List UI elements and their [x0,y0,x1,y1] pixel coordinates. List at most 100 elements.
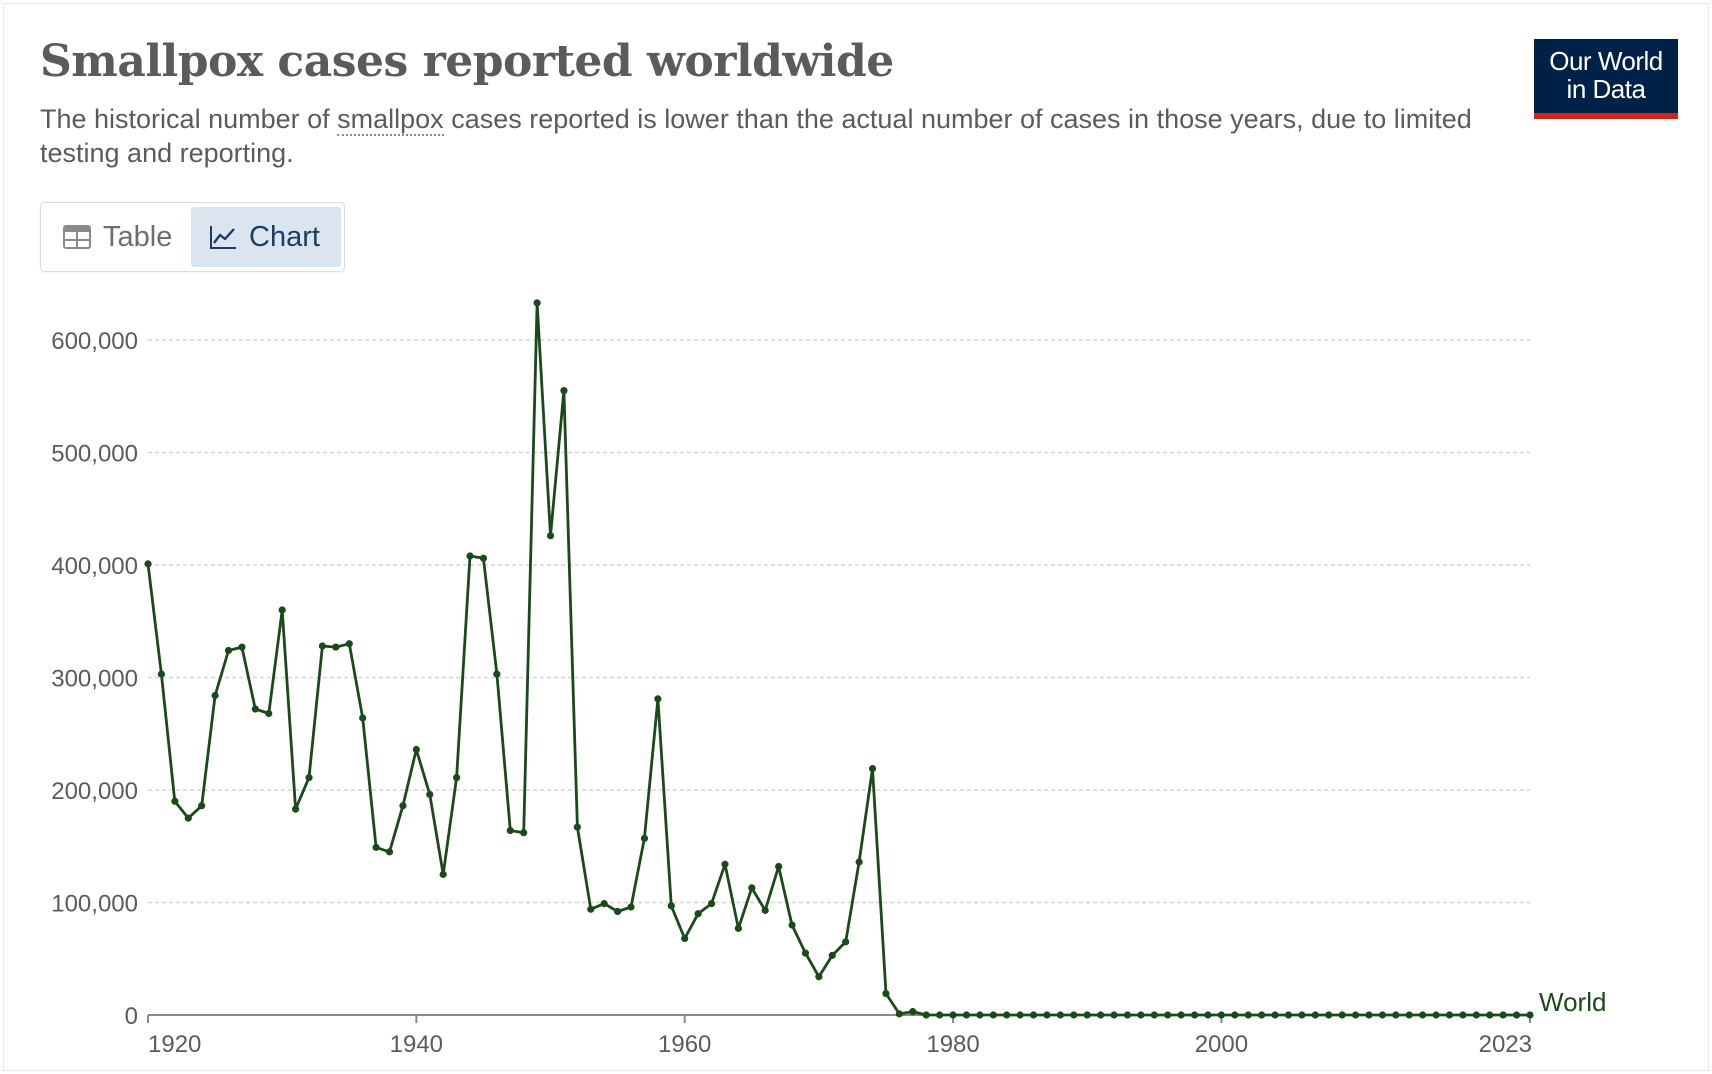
series-label-world: World [1539,987,1606,1017]
data-point [667,902,675,910]
data-point [775,862,783,871]
grid-lines [148,339,1530,904]
data-point [1311,1011,1319,1019]
data-point [144,560,152,568]
data-point [936,1011,944,1019]
tab-table[interactable]: Table [45,207,193,267]
logo-line-1: Our World [1549,46,1663,76]
data-point [989,1011,997,1019]
data-point [801,949,810,957]
data-point [855,858,863,866]
data-point [1512,1011,1521,1019]
data-point [573,823,581,831]
data-point [1150,1011,1158,1019]
data-point [1056,1011,1064,1019]
data-point [1190,1011,1199,1019]
data-point [815,973,823,981]
data-point [1110,1011,1118,1019]
data-point [1016,1011,1024,1019]
data-point [520,829,528,837]
data-point [479,554,488,562]
data-point [1177,1011,1185,1019]
data-point [1392,1011,1400,1019]
data-point [842,938,850,946]
data-point [761,906,769,914]
data-point [211,691,219,700]
data-point [587,905,595,913]
data-point [238,643,246,651]
tab-table-label: Table [103,220,173,253]
data-point [305,774,313,782]
data-point [788,921,796,929]
x-tick-label: 1920 [148,1031,201,1058]
x-tick-label: 1980 [926,1031,979,1058]
data-point [1258,1011,1266,1019]
data-point [332,643,340,651]
data-point [1217,1011,1225,1019]
series-line [146,301,1530,1017]
data-point [1365,1011,1373,1019]
data-point [533,299,541,307]
data-point [707,900,716,908]
data-point [1231,1011,1239,1019]
data-point [385,848,394,856]
data-point [1445,1011,1454,1019]
chart-frame [3,3,1709,1071]
data-point [1351,1011,1360,1019]
data-point [1419,1011,1427,1019]
data-point [895,1010,903,1018]
data-point [721,860,729,868]
y-tick-label: 100,000 [51,891,138,918]
data-point [157,670,166,678]
data-point [882,990,890,998]
data-point [1029,1011,1038,1019]
tab-chart[interactable]: Chart [191,207,341,267]
data-point [412,745,420,754]
data-point [546,532,555,540]
data-point [1338,1011,1346,1019]
data-point [560,387,568,395]
data-point [1164,1011,1172,1019]
data-point [640,834,649,842]
x-tick-label: 2023 [1479,1031,1532,1058]
x-tick-label: 2000 [1195,1031,1248,1058]
data-point [868,765,877,773]
data-point [1003,1011,1011,1019]
data-point [1325,1011,1333,1019]
series-world: World [144,299,1606,1019]
tab-chart-label: Chart [249,220,320,253]
owid-logo[interactable]: Our World in Data [1534,39,1678,119]
x-tick-label: 1960 [658,1031,711,1058]
data-point [184,814,192,822]
data-point [1123,1011,1132,1019]
y-tick-label: 300,000 [51,666,138,693]
data-point [1043,1011,1051,1019]
data-point [949,1011,957,1019]
data-point [1298,1011,1306,1019]
smallpox-definition-link[interactable]: smallpox [337,104,444,136]
data-point [318,642,327,650]
data-point [748,884,756,892]
data-point [1271,1011,1279,1019]
data-point [1083,1011,1091,1019]
data-point [399,802,407,810]
data-point [1526,1011,1534,1019]
view-tabs: Table Chart [40,202,345,272]
data-point [453,774,461,782]
data-point [1486,1011,1494,1019]
data-point [734,924,742,932]
x-tick-label: 1940 [390,1031,443,1058]
y-tick-label: 200,000 [51,778,138,805]
data-point [278,606,286,614]
data-point [372,843,380,851]
y-tick-label: 400,000 [51,553,138,580]
data-point [493,670,501,678]
data-point [1137,1011,1145,1019]
data-point [1405,1011,1413,1019]
data-point [265,709,273,718]
data-point [1070,1011,1078,1019]
y-tick-label: 500,000 [51,441,138,468]
data-point [600,900,608,908]
data-point [171,797,179,805]
